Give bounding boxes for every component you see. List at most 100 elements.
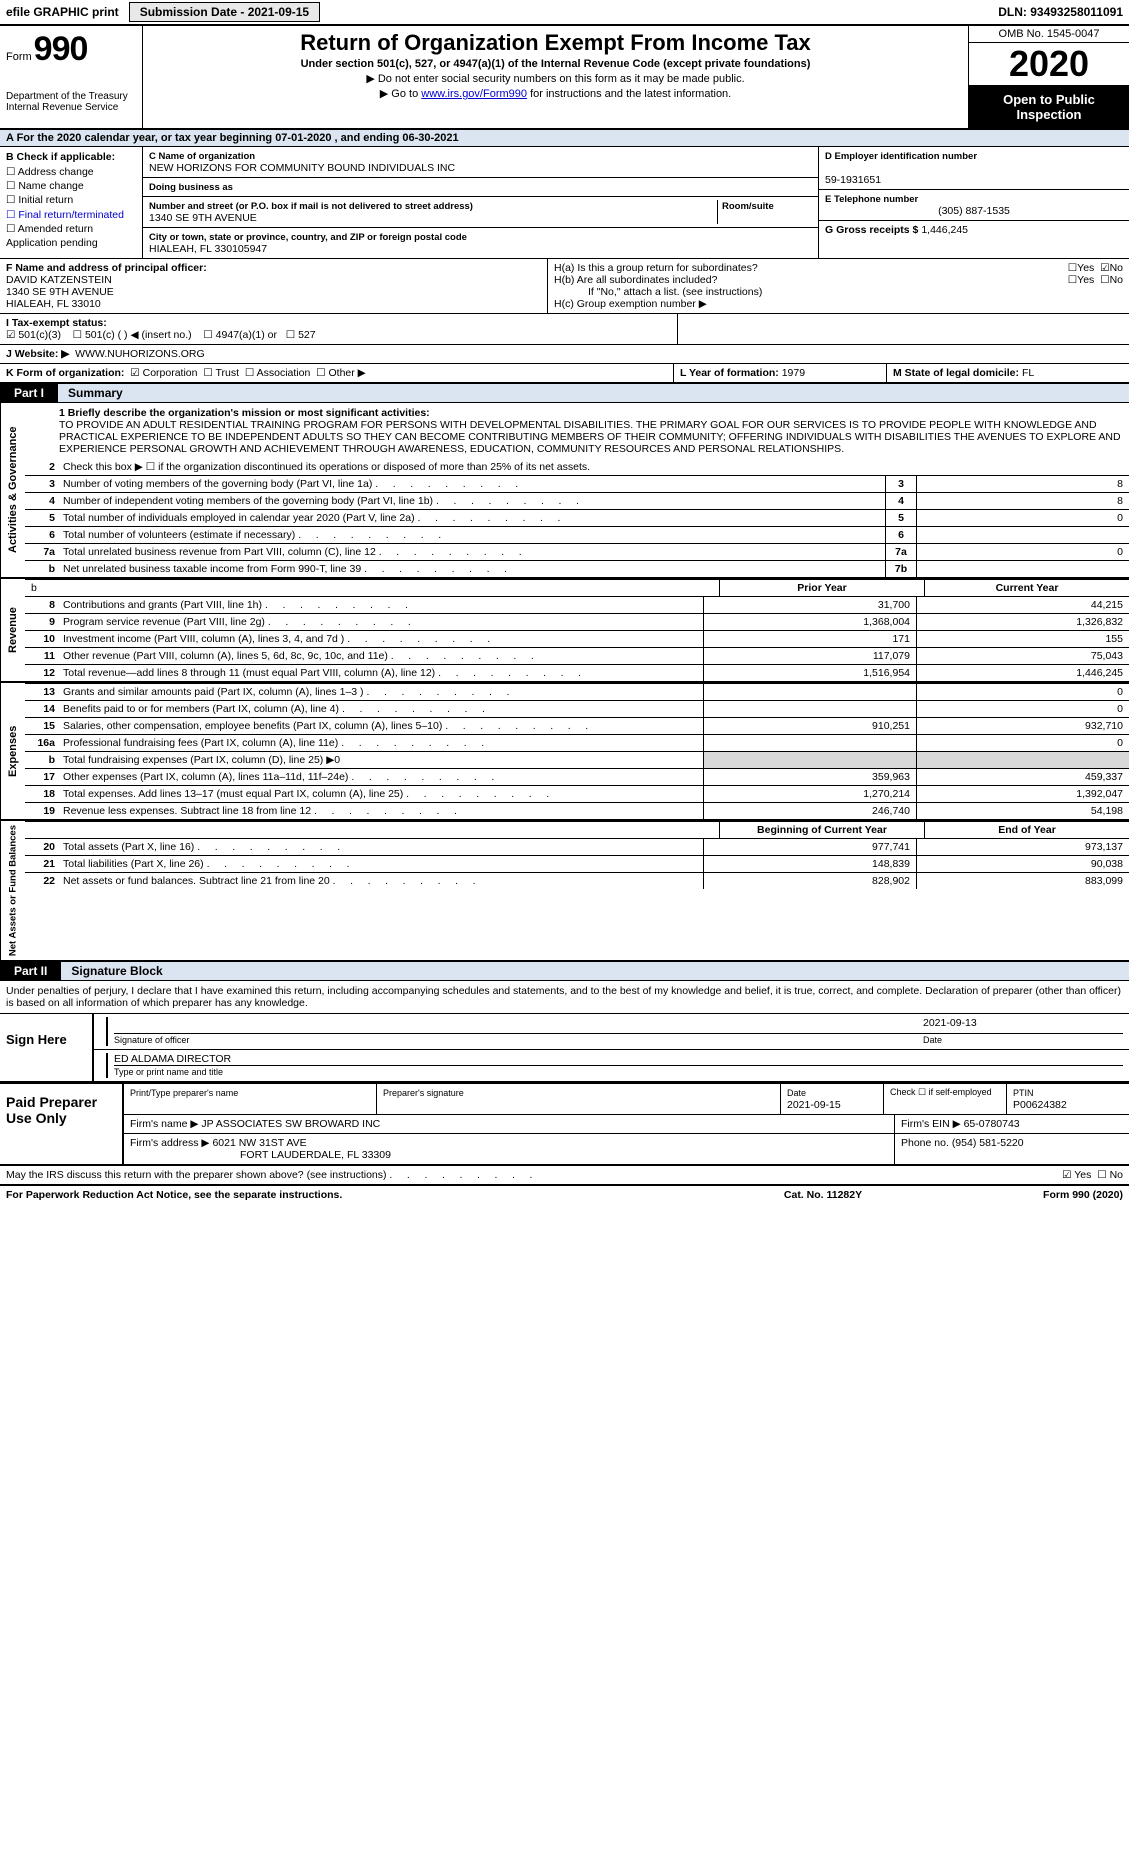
- form-990-page: efile GRAPHIC print Submission Date - 20…: [0, 0, 1129, 1204]
- c-dba-lbl: Doing business as: [149, 182, 233, 193]
- part1-header: Part I Summary: [0, 384, 1129, 403]
- gov-line-2: 2Check this box ▶ ☐ if the organization …: [25, 459, 1129, 475]
- paid-lbl: Paid Preparer Use Only: [0, 1084, 124, 1164]
- sig-of-lbl: Signature of officer: [114, 1035, 189, 1045]
- gov-line-5: 5Total number of individuals employed in…: [25, 509, 1129, 526]
- phone-value: (305) 887-1535: [825, 205, 1123, 217]
- hdr-beg: Beginning of Current Year: [719, 822, 924, 838]
- i-4947[interactable]: 4947(a)(1) or: [203, 329, 277, 341]
- m-val: FL: [1022, 367, 1034, 379]
- hb-yes[interactable]: ☐Yes: [1068, 274, 1095, 286]
- ssn-note: ▶ Do not enter social security numbers o…: [149, 72, 962, 85]
- faddr-lbl: Firm's address ▶: [130, 1137, 210, 1149]
- goto-post: for instructions and the latest informat…: [527, 88, 731, 100]
- goto-note: ▶ Go to www.irs.gov/Form990 for instruct…: [149, 87, 962, 100]
- pp-h2: Preparer's signature: [383, 1088, 464, 1098]
- chk-amended[interactable]: Amended return: [6, 222, 136, 236]
- submission-date-box: Submission Date - 2021-09-15: [129, 2, 320, 22]
- mission-text: TO PROVIDE AN ADULT RESIDENTIAL TRAINING…: [59, 419, 1121, 455]
- footer-cat: Cat. No. 11282Y: [723, 1189, 923, 1201]
- line-20: 20Total assets (Part X, line 16)977,7419…: [25, 838, 1129, 855]
- part1-title: Summary: [58, 384, 1129, 402]
- org-city: HIALEAH, FL 330105947: [149, 243, 267, 255]
- may-text: May the IRS discuss this return with the…: [6, 1169, 1062, 1181]
- org-name: NEW HORIZONS FOR COMMUNITY BOUND INDIVID…: [149, 162, 455, 174]
- chk-name-change[interactable]: Name change: [6, 179, 136, 193]
- may-yes[interactable]: Yes: [1062, 1169, 1091, 1181]
- form-subtitle: Under section 501(c), 527, or 4947(a)(1)…: [149, 58, 962, 70]
- k-corp[interactable]: Corporation: [130, 367, 197, 379]
- gov-section: Activities & Governance 1 Briefly descri…: [0, 403, 1129, 579]
- line-9: 9Program service revenue (Part VIII, lin…: [25, 613, 1129, 630]
- pp-h4[interactable]: Check ☐ if self-employed: [884, 1084, 1007, 1114]
- line-18: 18Total expenses. Add lines 13–17 (must …: [25, 785, 1129, 802]
- e-lbl: E Telephone number: [825, 194, 918, 205]
- k-trust[interactable]: Trust: [203, 367, 239, 379]
- line-15: 15Salaries, other compensation, employee…: [25, 717, 1129, 734]
- g-lbl: G Gross receipts $: [825, 224, 918, 236]
- hdr-end: End of Year: [924, 822, 1129, 838]
- c-room-lbl: Room/suite: [722, 201, 774, 212]
- firm-lbl: Firm's name ▶: [130, 1118, 198, 1130]
- line-12: 12Total revenue—add lines 8 through 11 (…: [25, 664, 1129, 681]
- section-f: F Name and address of principal officer:…: [0, 259, 548, 313]
- gross-receipts: 1,446,245: [921, 224, 968, 236]
- dept-treasury: Department of the Treasury: [6, 91, 136, 102]
- firm-addr2: FORT LAUDERDALE, FL 33309: [130, 1149, 391, 1161]
- org-address: 1340 SE 9TH AVENUE: [149, 212, 257, 224]
- k-lbl: K Form of organization:: [6, 367, 124, 379]
- line-10: 10Investment income (Part VIII, column (…: [25, 630, 1129, 647]
- page-footer: For Paperwork Reduction Act Notice, see …: [0, 1186, 1129, 1204]
- ein-lbl: Firm's EIN ▶: [901, 1118, 961, 1130]
- part2-title: Signature Block: [61, 962, 1129, 980]
- k-other[interactable]: Other ▶: [316, 367, 366, 379]
- gov-line-6: 6Total number of volunteers (estimate if…: [25, 526, 1129, 543]
- form-number: 990: [34, 30, 88, 69]
- paid-preparer-row: Paid Preparer Use Only Print/Type prepar…: [0, 1082, 1129, 1166]
- irs-link[interactable]: www.irs.gov/Form990: [421, 88, 527, 100]
- section-klm: K Form of organization: Corporation Trus…: [0, 364, 1129, 384]
- i-501c3[interactable]: 501(c)(3): [6, 329, 61, 341]
- footer-left: For Paperwork Reduction Act Notice, see …: [6, 1189, 723, 1201]
- exp-section: Expenses 13Grants and similar amounts pa…: [0, 683, 1129, 821]
- ein-value: 59-1931651: [825, 174, 881, 186]
- may-no[interactable]: No: [1097, 1169, 1123, 1181]
- section-b: B Check if applicable: Address change Na…: [0, 147, 143, 258]
- sig-intro: Under penalties of perjury, I declare th…: [0, 981, 1129, 1014]
- part2-header: Part II Signature Block: [0, 962, 1129, 981]
- hb-no[interactable]: ☐No: [1100, 274, 1123, 286]
- i-527[interactable]: 527: [286, 329, 316, 341]
- chk-initial-return[interactable]: Initial return: [6, 193, 136, 207]
- chk-address-change[interactable]: Address change: [6, 165, 136, 179]
- vlabel-gov: Activities & Governance: [0, 403, 25, 577]
- chk-app-pending[interactable]: Application pending: [6, 236, 136, 250]
- line-14: 14Benefits paid to or for members (Part …: [25, 700, 1129, 717]
- website-value: WWW.NUHORIZONS.ORG: [75, 348, 205, 360]
- firm-addr1: 6021 NW 31ST AVE: [212, 1137, 306, 1149]
- section-j: J Website: ▶ WWW.NUHORIZONS.ORG: [0, 345, 1129, 364]
- pp-h1: Print/Type preparer's name: [130, 1088, 238, 1098]
- vlabel-net: Net Assets or Fund Balances: [0, 821, 25, 960]
- sign-here-lbl: Sign Here: [0, 1014, 94, 1081]
- section-c: C Name of organization NEW HORIZONS FOR …: [143, 147, 818, 258]
- ha-yes[interactable]: ☐Yes: [1068, 262, 1095, 274]
- row-a-period: A For the 2020 calendar year, or tax yea…: [0, 130, 1129, 147]
- rev-section: Revenue b Prior Year Current Year 8Contr…: [0, 579, 1129, 683]
- i-501c[interactable]: 501(c) ( ) ◀ (insert no.): [73, 329, 192, 341]
- officer-city: HIALEAH, FL 33010: [6, 298, 101, 310]
- pp-h5: PTIN: [1013, 1088, 1034, 1098]
- ha-no[interactable]: ☑No: [1100, 262, 1123, 274]
- hdr-curr: Current Year: [924, 580, 1129, 596]
- part1-tag: Part I: [0, 384, 58, 402]
- line-16a: 16aProfessional fundraising fees (Part I…: [25, 734, 1129, 751]
- form-title: Return of Organization Exempt From Incom…: [149, 30, 962, 56]
- tax-year: 2020: [969, 43, 1129, 86]
- irs-label: Internal Revenue Service: [6, 102, 136, 113]
- k-assoc[interactable]: Association: [245, 367, 310, 379]
- vlabel-exp: Expenses: [0, 683, 25, 819]
- officer-name: DAVID KATZENSTEIN: [6, 274, 112, 286]
- line-8: 8Contributions and grants (Part VIII, li…: [25, 596, 1129, 613]
- chk-final-return[interactable]: Final return/terminated: [6, 208, 136, 222]
- open-to-public: Open to Public Inspection: [969, 86, 1129, 128]
- sections-bcdeg: B Check if applicable: Address change Na…: [0, 147, 1129, 259]
